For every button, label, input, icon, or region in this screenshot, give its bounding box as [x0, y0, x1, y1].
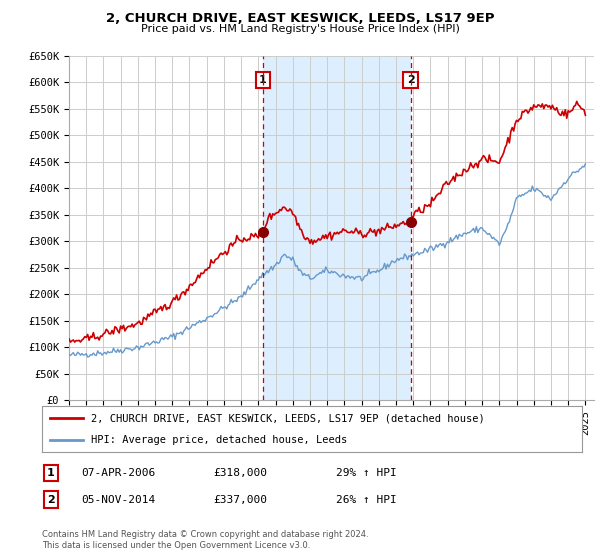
Text: This data is licensed under the Open Government Licence v3.0.: This data is licensed under the Open Gov… — [42, 541, 310, 550]
Text: 05-NOV-2014: 05-NOV-2014 — [81, 494, 155, 505]
Text: 1: 1 — [259, 75, 267, 85]
Text: 2, CHURCH DRIVE, EAST KESWICK, LEEDS, LS17 9EP (detached house): 2, CHURCH DRIVE, EAST KESWICK, LEEDS, LS… — [91, 413, 484, 423]
Text: 2, CHURCH DRIVE, EAST KESWICK, LEEDS, LS17 9EP: 2, CHURCH DRIVE, EAST KESWICK, LEEDS, LS… — [106, 12, 494, 25]
Text: 2: 2 — [47, 494, 55, 505]
Text: Contains HM Land Registry data © Crown copyright and database right 2024.: Contains HM Land Registry data © Crown c… — [42, 530, 368, 539]
Text: £337,000: £337,000 — [213, 494, 267, 505]
Text: HPI: Average price, detached house, Leeds: HPI: Average price, detached house, Leed… — [91, 435, 347, 445]
Bar — [263, 56, 410, 400]
Text: Price paid vs. HM Land Registry's House Price Index (HPI): Price paid vs. HM Land Registry's House … — [140, 24, 460, 34]
Text: 26% ↑ HPI: 26% ↑ HPI — [336, 494, 397, 505]
Text: 2: 2 — [407, 75, 415, 85]
Text: £318,000: £318,000 — [213, 468, 267, 478]
Text: 1: 1 — [47, 468, 55, 478]
Text: 07-APR-2006: 07-APR-2006 — [81, 468, 155, 478]
Text: 29% ↑ HPI: 29% ↑ HPI — [336, 468, 397, 478]
